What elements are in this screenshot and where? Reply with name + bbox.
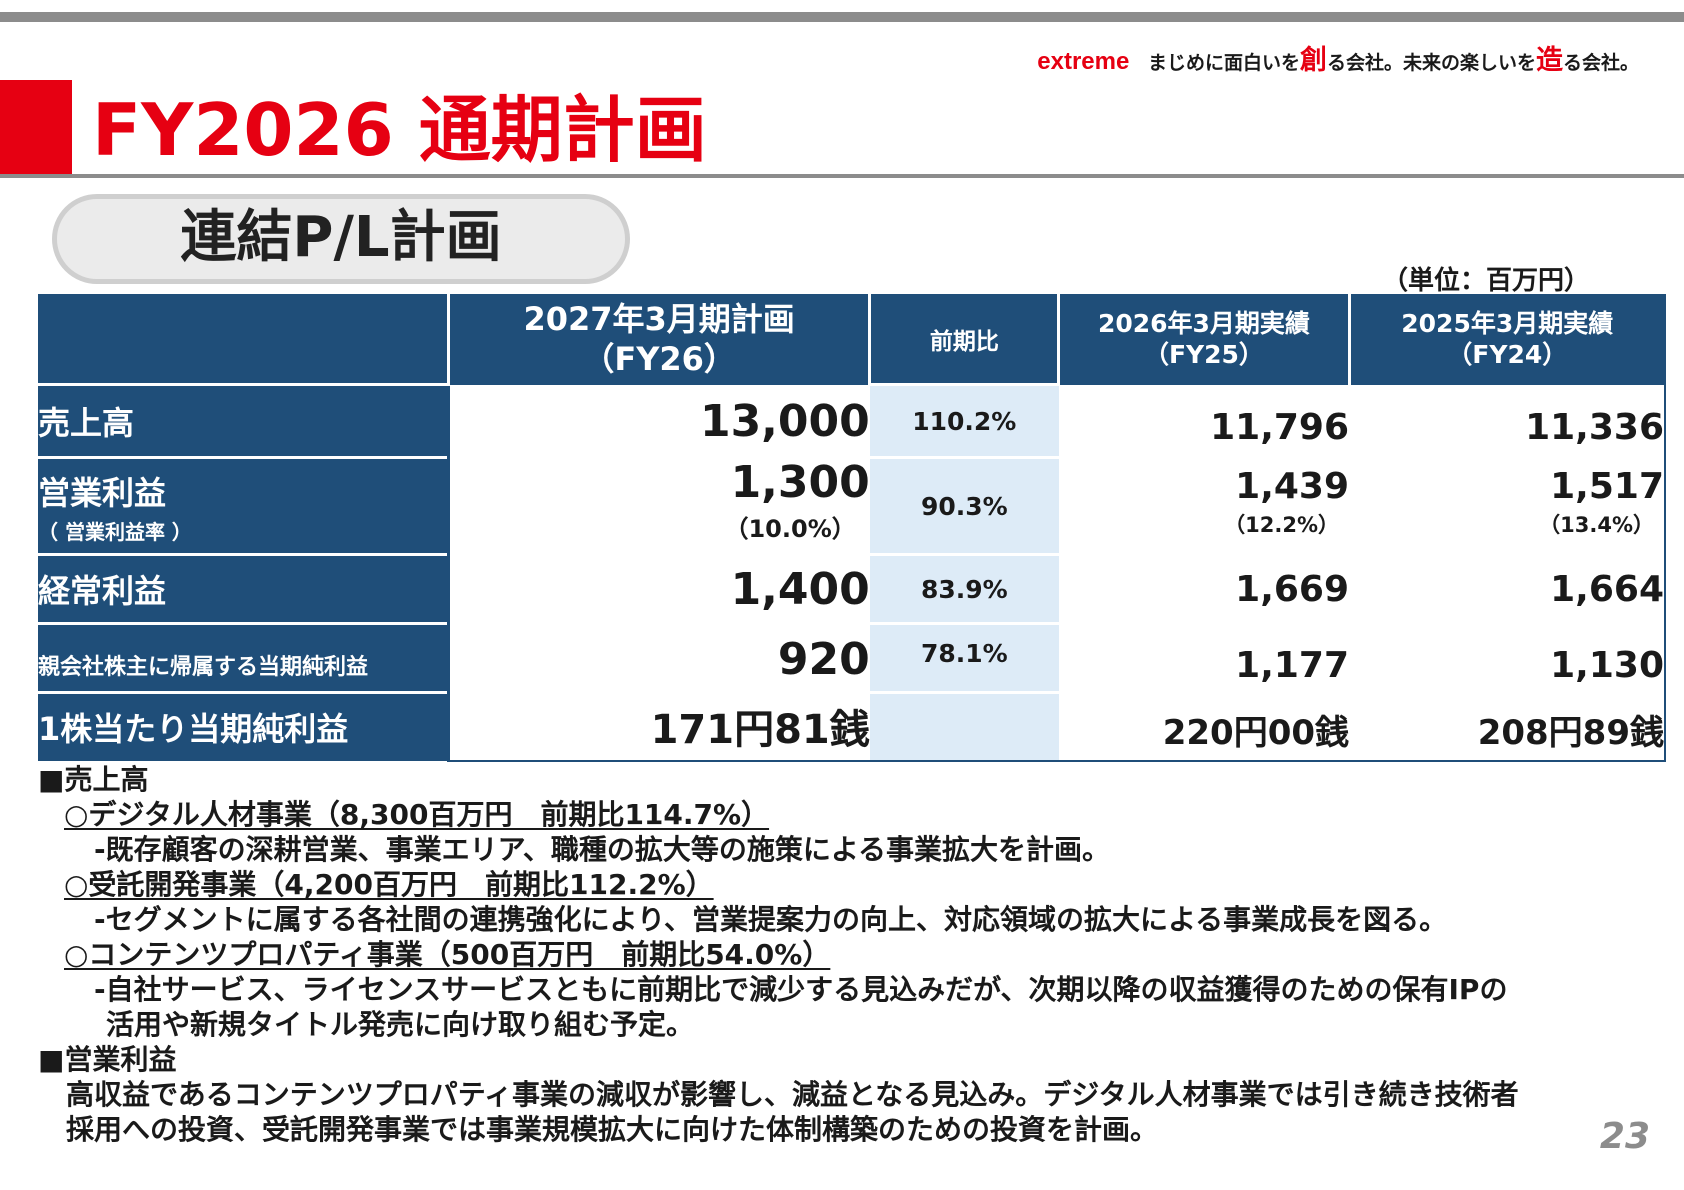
header-fy25-line1: 2026年3月期実績: [1097, 309, 1310, 339]
plan-value: 920: [446, 623, 870, 693]
yoy-value: 110.2%: [869, 383, 1059, 458]
tagline-part: まじめに面白いを: [1141, 52, 1300, 74]
page-number: 23: [1599, 1116, 1650, 1157]
row-label: 売上高: [38, 383, 449, 458]
plan-value: 171円81銭: [446, 692, 870, 762]
segment-description: -セグメントに属する各社間の連携強化により、営業提案力の向上、対応領域の拡大によ…: [94, 903, 1448, 936]
title-divider: [0, 174, 1684, 178]
row-label: 1株当たり当期純利益: [38, 690, 449, 761]
title-accent-block: [0, 80, 72, 176]
plan-cell: 1,300 （10.0%）: [446, 457, 870, 555]
row-label-cell: 営業利益 （ 営業利益率 ）: [38, 456, 449, 555]
operating-profit-desc: 高収益であるコンテンツプロパティ事業の減収が影響し、減益となる見込み。デジタル人…: [66, 1078, 1519, 1111]
segment-title-text: ○コンテンツプロパティ事業（500百万円 前期比54.0%）: [64, 938, 831, 971]
fy24-margin: （13.4%）: [1539, 513, 1654, 538]
tagline-part: る会社。未来の楽しいを: [1326, 52, 1536, 74]
fy25-value: 1,669: [1235, 568, 1350, 610]
table-row: 営業利益 （ 営業利益率 ） 1,300 （10.0%） 90.3% 1,439…: [38, 456, 1666, 555]
table-row: 経常利益 1,400 83.9% 1,669 1,664: [38, 553, 1666, 624]
tagline-accent: 造: [1535, 45, 1563, 76]
sales-heading: ■売上高: [38, 763, 149, 796]
segment-description: -既存顧客の深耕営業、事業エリア、職種の拡大等の施策による事業拡大を計画。: [94, 833, 1110, 866]
page-title: FY2026 通期計画: [92, 88, 707, 172]
plan-value: 1,300: [730, 457, 870, 509]
plan-value: 1,400: [446, 554, 870, 624]
row-sublabel: （ 営業利益率 ）: [38, 519, 192, 544]
fy25-value: 1,177: [1235, 645, 1350, 687]
fy24-value: 1,664: [1349, 554, 1666, 624]
fy25-value: 1,439: [1235, 466, 1350, 508]
row-label: 親会社株主に帰属する当期純利益: [38, 622, 449, 693]
section-title: 連結P/L計画: [52, 194, 630, 284]
unit-label: （単位：百万円）: [1382, 266, 1591, 296]
fy25-margin: （12.2%）: [1224, 513, 1340, 538]
operating-profit-heading: ■営業利益: [38, 1043, 177, 1076]
yoy-value: 78.1%: [869, 622, 1059, 693]
segment-title: ○受託開発事業（4,200百万円 前期比112.2%）: [38, 867, 1658, 902]
header-blank: [38, 294, 449, 385]
pl-table: 2027年3月期計画 （FY26） 前期比 2026年3月期実績 （FY25） …: [38, 294, 1666, 762]
header-fy24: 2025年3月期実績 （FY24）: [1347, 294, 1666, 385]
plan-margin: （10.0%）: [724, 515, 856, 544]
fy25-value: 220円00銭: [1058, 692, 1350, 762]
fy24-value: 208円89銭: [1349, 692, 1666, 762]
header-fy24-line1: 2025年3月期実績: [1401, 309, 1614, 339]
table-row: 売上高 13,000 110.2% 11,796 11,336: [38, 383, 1666, 458]
fy24-value: 1,130: [1349, 623, 1666, 693]
row-label: 経常利益: [38, 553, 449, 624]
table-row: 1株当たり当期純利益 171円81銭 220円00銭 208円89銭: [38, 690, 1666, 762]
corporate-tagline: extreme まじめに面白いを創る会社。未来の楽しいを造る会社。: [1037, 38, 1639, 77]
fy24-cell: 1,517 （13.4%）: [1349, 457, 1666, 555]
segment-title: ○デジタル人材事業（8,300百万円 前期比114.7%）: [38, 797, 1658, 832]
row-label: 営業利益: [38, 473, 167, 512]
fy24-value: 1,517: [1550, 466, 1664, 508]
fy25-value: 11,796: [1210, 406, 1350, 448]
segment-title: ○コンテンツプロパティ事業（500百万円 前期比54.0%）: [38, 937, 1658, 972]
header-yoy-label: 前期比: [929, 328, 999, 355]
header-fy25: 2026年3月期実績 （FY25）: [1057, 294, 1350, 385]
fy24-value: 11,336: [1349, 384, 1666, 458]
header-fy25-line2: （FY25）: [1143, 340, 1264, 370]
tagline-accent: 創: [1299, 45, 1327, 76]
table-row: 親会社株主に帰属する当期純利益 920 78.1% 1,177 1,130: [38, 622, 1666, 693]
header-plan: 2027年3月期計画 （FY26）: [446, 294, 870, 385]
segment-title-text: ○デジタル人材事業（8,300百万円 前期比114.7%）: [64, 798, 770, 831]
yoy-value: 90.3%: [869, 456, 1059, 555]
header-yoy: 前期比: [868, 294, 1059, 385]
yoy-value: [869, 690, 1059, 762]
plan-value: 13,000: [446, 384, 870, 458]
segment-title-text: ○受託開発事業（4,200百万円 前期比112.2%）: [64, 868, 714, 901]
table-header-row: 2027年3月期計画 （FY26） 前期比 2026年3月期実績 （FY25） …: [38, 294, 1666, 385]
segment-description: -自社サービス、ライセンスサービスともに前期比で減少する見込みだが、次期以降の収…: [94, 973, 1508, 1006]
notes-section: ■売上高 ○デジタル人材事業（8,300百万円 前期比114.7%） -既存顧客…: [38, 762, 1658, 1147]
segment-description-cont: 活用や新規タイトル発売に向け取り組む予定。: [106, 1008, 695, 1041]
yoy-value: 83.9%: [869, 553, 1059, 624]
brand-logo: extreme: [1037, 48, 1130, 75]
header-fy24-line2: （FY24）: [1447, 340, 1568, 370]
tagline-part: る会社。: [1562, 52, 1639, 74]
header-plan-line2: （FY26）: [582, 340, 736, 379]
operating-profit-desc-cont: 採用への投資、受託開発事業では事業規模拡大に向けた体制構築のための投資を計画。: [66, 1113, 1159, 1146]
fy25-cell: 1,439 （12.2%）: [1059, 458, 1349, 555]
top-bar: [0, 12, 1684, 22]
header-plan-line1: 2027年3月期計画: [523, 300, 795, 339]
